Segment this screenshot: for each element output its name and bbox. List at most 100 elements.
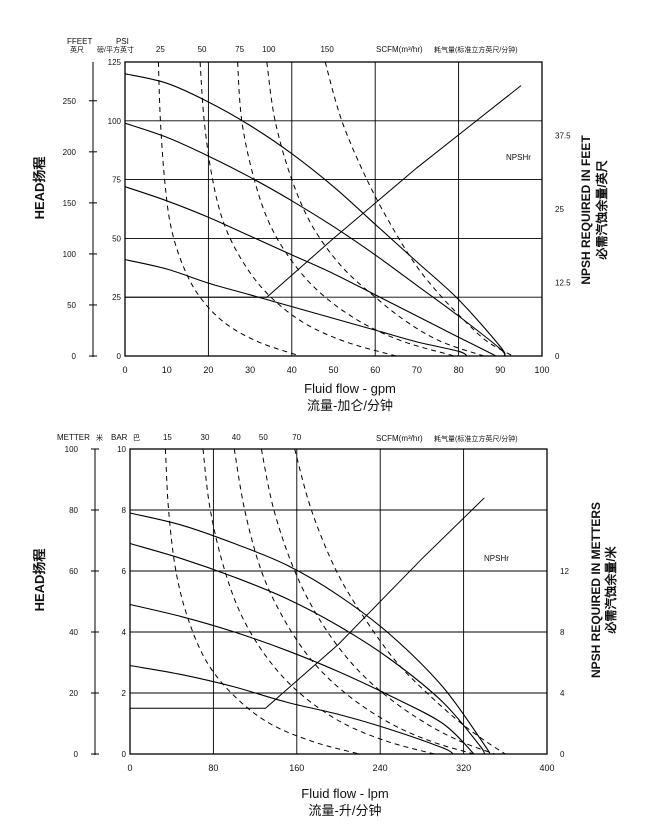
head-tick-label: 60	[69, 567, 78, 576]
tick-labels: 0 80 160 240 320 4000246810020406080100048121…	[65, 433, 570, 773]
npsh-curve	[130, 497, 485, 709]
tick-labels: 0 10 20 30 40 50 60 70 80 90 100 0 25 50 75 100 125 0 50 10…	[63, 45, 571, 375]
x-tick-label: 80	[454, 365, 464, 375]
scfm-tick-label: 100	[262, 45, 276, 54]
plot-frame	[129, 448, 548, 755]
head-tick-label: 0	[72, 352, 77, 361]
pressure-tick-label: 100	[108, 117, 122, 126]
pressure-tick-label: 125	[108, 58, 122, 67]
x-tick-label: 70	[412, 365, 422, 375]
npsh-tick-label: 0	[560, 750, 565, 759]
x-tick-label: 240	[373, 763, 388, 773]
npsh-tick-label: 4	[560, 689, 565, 698]
scfm-tick-label: 150	[320, 45, 334, 54]
air-consumption-curve	[157, 61, 301, 357]
x-tick-label: 30	[245, 365, 255, 375]
scfm-unit-label-cn: 耗气量(标准立方英尺/分钟)	[434, 434, 518, 443]
x-tick-label: 400	[539, 763, 554, 773]
pressure-tick-label: 0	[117, 352, 122, 361]
npsh-tick-label: 0	[555, 352, 560, 361]
x-tick-label: 320	[456, 763, 471, 773]
air-consumption-curve	[202, 448, 435, 755]
head-curve	[124, 259, 468, 357]
pressure-tick-label: 75	[112, 176, 121, 185]
pressure-tick-label: 6	[122, 567, 127, 576]
head-curve	[124, 186, 497, 357]
grid	[130, 449, 547, 754]
x-tick-label: 0	[122, 365, 127, 375]
psi-unit-label-cn: 磅/平方英寸	[97, 45, 134, 54]
head-m-unit-label-cn: 米	[96, 433, 103, 442]
x-tick-label: 90	[495, 365, 505, 375]
head-curve	[124, 122, 506, 357]
scfm-tick-label: 30	[201, 433, 210, 442]
y-axis-title: HEAD扬程	[32, 549, 47, 612]
npsh-axis-title-cn: 必需汽蚀余量/英尺	[594, 160, 609, 260]
pressure-tick-label: 10	[117, 445, 126, 454]
x-tick-label: 100	[534, 365, 549, 375]
npsh-tick-label: 37.5	[555, 132, 571, 141]
scfm-tick-label: 75	[235, 45, 244, 54]
x-tick-label: 40	[287, 365, 297, 375]
head-tick-label: 80	[69, 506, 78, 515]
x-axis-title-cn: 流量-加仑/分钟	[307, 398, 393, 413]
scfm-tick-label: 50	[198, 45, 207, 54]
x-tick-label: 0	[127, 763, 132, 773]
x-tick-label: 60	[370, 365, 380, 375]
air-consumption-curve	[164, 448, 360, 755]
air-consumption-curve	[199, 61, 397, 357]
pressure-tick-label: 4	[122, 628, 127, 637]
head-curve	[129, 542, 485, 755]
npsh-curve-label: NPSHr	[484, 554, 509, 563]
x-axis-title: Fluid flow - gpm	[304, 381, 396, 396]
scfm-unit-label-cn: 耗气量(标准立方英尺/分钟)	[434, 45, 518, 54]
head-tick-label: 100	[65, 445, 79, 454]
x-tick-label: 20	[203, 365, 213, 375]
head-curve	[129, 512, 491, 755]
head-tick-label: 0	[74, 750, 79, 759]
npsh-curve-label: NPSHr	[506, 153, 531, 162]
head-tick-label: 20	[69, 689, 78, 698]
air-consumption-curve	[260, 448, 496, 755]
air-consumption-curve	[324, 61, 514, 357]
plot-lines	[129, 448, 506, 755]
npsh-axis-title: NPSH REQUIRED IN METTERS	[589, 502, 603, 678]
x-axis-title: Fluid flow - lpm	[301, 786, 388, 801]
plot-frame	[124, 61, 543, 357]
npsh-tick-label: 12.5	[555, 279, 571, 288]
head-tick-label: 40	[69, 628, 78, 637]
npsh-tick-label: 12	[560, 567, 569, 576]
pressure-tick-label: 0	[122, 750, 127, 759]
air-consumption-curve	[294, 448, 506, 755]
scfm-unit-label: SCFM(m³/hr)	[376, 45, 423, 54]
scfm-tick-label: 70	[292, 433, 301, 442]
pressure-tick-label: 25	[112, 293, 121, 302]
bar-unit-label-cn: 巴	[133, 434, 140, 442]
scfm-unit-label: SCFM(m³/hr)	[376, 434, 423, 443]
head-tick-label: 250	[63, 97, 77, 106]
plot-lines	[124, 61, 522, 357]
npsh-tick-label: 25	[555, 205, 564, 214]
npsh-curve	[125, 85, 522, 298]
scfm-tick-label: 50	[259, 433, 268, 442]
pressure-tick-label: 8	[122, 506, 127, 515]
npsh-axis-title: NPSH REQUIRED IN FEET	[579, 135, 593, 285]
x-tick-label: 80	[208, 763, 218, 773]
head-tick-label: 150	[63, 199, 77, 208]
pressure-tick-label: 50	[112, 234, 121, 243]
head-curve	[124, 73, 506, 357]
psi-unit-label: PSI	[116, 37, 129, 46]
head-ft-unit-label: FFEET	[67, 37, 92, 46]
air-consumption-curve	[233, 448, 475, 755]
head-ft-unit-label-cn: 英尺	[70, 45, 84, 54]
scfm-tick-label: 15	[163, 433, 172, 442]
head-curve	[129, 603, 475, 755]
chart-lpm: 0 80 160 240 320 4000246810020406080100048121…	[32, 433, 618, 818]
x-tick-label: 160	[289, 763, 304, 773]
air-consumption-curve	[237, 61, 455, 357]
head-curve	[129, 664, 454, 755]
head-m-unit-label: METTER	[57, 433, 90, 442]
scfm-tick-label: 25	[156, 45, 165, 54]
head-tick-label: 50	[67, 301, 76, 310]
